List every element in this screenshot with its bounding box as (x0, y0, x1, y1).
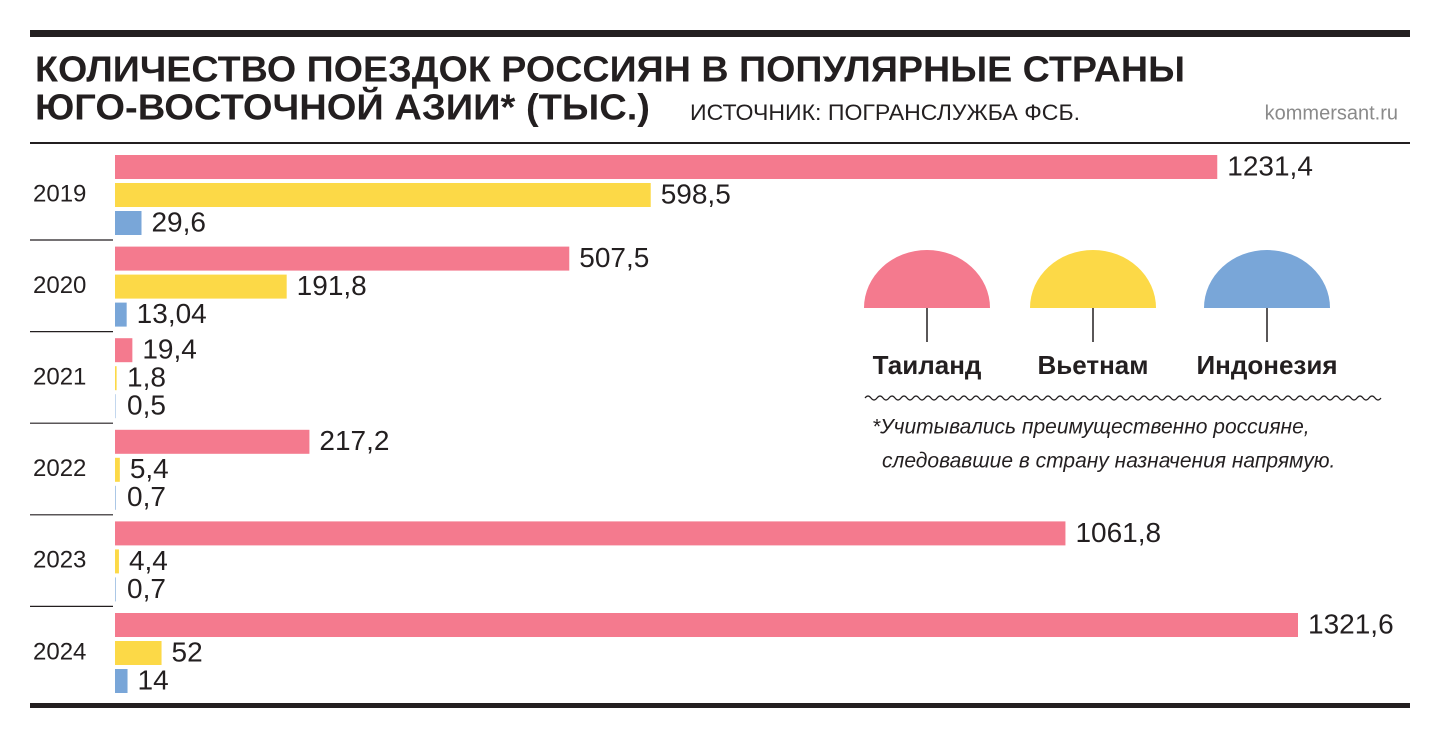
bar (115, 338, 133, 363)
y-tick-label: 2020 (33, 272, 86, 299)
legend-label: Вьетнам (1037, 350, 1148, 380)
bar (115, 457, 120, 482)
value-label: 598,5 (661, 178, 731, 209)
value-label: 1,8 (127, 362, 166, 393)
y-tick-label: 2022 (33, 455, 86, 482)
bar (115, 613, 1298, 637)
y-tick-label: 2023 (33, 547, 86, 574)
y-tick-label: 2024 (33, 638, 86, 665)
value-label: 1321,6 (1308, 608, 1394, 639)
header-rule (30, 142, 1410, 144)
bar (115, 521, 1066, 546)
y-tick-label: 2021 (33, 364, 86, 391)
bar (115, 246, 570, 271)
value-label: 0,5 (127, 390, 166, 421)
bar (115, 549, 119, 574)
legend-swatch (1204, 250, 1330, 308)
y-tick-label: 2019 (33, 180, 86, 207)
legend-swatch (1030, 250, 1156, 308)
bar (115, 669, 128, 693)
wavy-divider (864, 395, 1382, 401)
bar (115, 577, 116, 602)
bar (115, 485, 116, 510)
bar (115, 302, 127, 327)
legend-label: Индонезия (1196, 350, 1337, 380)
value-label: 14 (138, 664, 169, 695)
value-label: 507,5 (579, 242, 649, 273)
value-label: 52 (172, 636, 203, 667)
bar (115, 211, 142, 235)
value-label: 0,7 (127, 481, 166, 512)
value-label: 1061,8 (1075, 517, 1161, 548)
value-label: 1231,4 (1227, 150, 1313, 181)
source: ИСТОЧНИК: ПОГРАНСЛУЖБА ФСБ. (690, 100, 1080, 125)
value-label: 5,4 (130, 453, 169, 484)
value-label: 13,04 (137, 298, 207, 329)
footnote: *Учитывались преимущественно россияне, (872, 416, 1310, 439)
value-label: 19,4 (142, 334, 197, 365)
bar (115, 366, 117, 391)
bar (115, 183, 651, 207)
value-label: 191,8 (297, 270, 367, 301)
value-label: 0,7 (127, 573, 166, 604)
value-label: 217,2 (319, 425, 389, 456)
value-label: 4,4 (129, 545, 168, 576)
chart-title: ЮГО-ВОСТОЧНОЙ АЗИИ* (ТЫС.) (35, 86, 650, 128)
top-rule (30, 30, 1410, 37)
site: kommersant.ru (1265, 102, 1398, 124)
footnote: следовавшие в страну назначения напрямую… (882, 450, 1335, 473)
chart-title: КОЛИЧЕСТВО ПОЕЗДОК РОССИЯН В ПОПУЛЯРНЫЕ … (35, 49, 1185, 90)
value-label: 29,6 (151, 206, 206, 237)
bottom-rule (30, 703, 1410, 708)
bar (115, 274, 287, 299)
bar (115, 429, 310, 454)
legend-label: Таиланд (873, 350, 982, 380)
legend-swatch (864, 250, 990, 308)
bar (115, 155, 1218, 179)
bar (115, 641, 162, 665)
